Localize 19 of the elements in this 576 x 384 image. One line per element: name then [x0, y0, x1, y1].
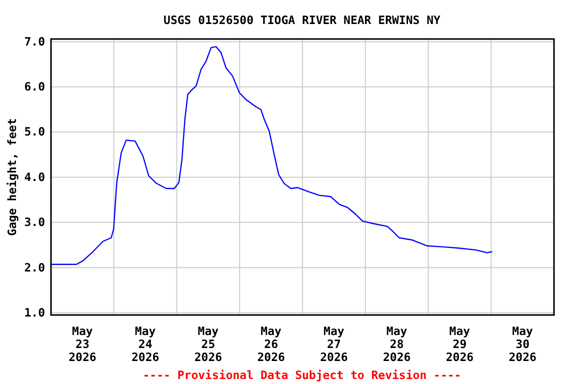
x-tick-label: May 30 2026 [508, 324, 536, 364]
chart-title: USGS 01526500 TIOGA RIVER NEAR ERWINS NY [164, 13, 441, 27]
x-tick-label: May 27 2026 [320, 324, 348, 364]
y-tick-label: 5.0 [24, 124, 46, 139]
y-tick-label: 2.0 [24, 260, 46, 274]
y-tick-label: 7.0 [24, 34, 46, 48]
x-tick-label: May 29 2026 [446, 324, 474, 364]
x-tick-label: May 24 2026 [131, 324, 160, 364]
line-series [50, 46, 493, 266]
x-tick-label: May 26 2026 [257, 324, 285, 364]
y-tick-label: 1.0 [24, 305, 46, 320]
y-axis-title: Gage height, feet [5, 118, 19, 236]
y-tick-label: 3.0 [24, 215, 46, 230]
x-tick-label: May 28 2026 [382, 324, 411, 364]
y-tick-label: 4.0 [24, 170, 46, 184]
y-tick-label: 6.0 [24, 80, 46, 94]
x-tick-label: May 23 2026 [68, 324, 96, 364]
x-tick-label: May 25 2026 [194, 324, 222, 364]
text: ---- Provisional Data Subject to Revision ---- [142, 368, 462, 382]
